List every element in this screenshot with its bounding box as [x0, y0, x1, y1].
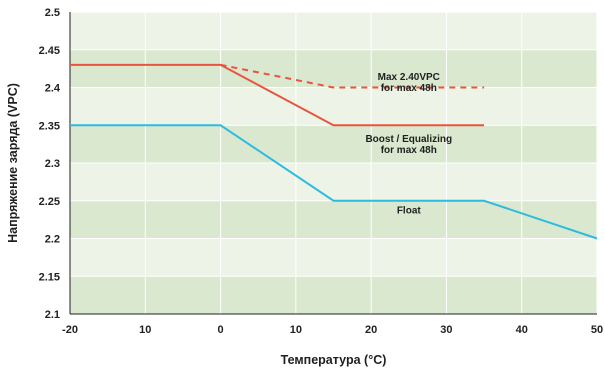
annotation-line: Max 2.40VPC [378, 72, 440, 83]
y-tick-label: 2.2 [45, 234, 60, 246]
data-series [70, 63, 598, 240]
plot-band [70, 200, 597, 239]
y-tick-label: 2.25 [39, 196, 60, 208]
float-annotation: Float [397, 206, 422, 217]
x-tick-label: 30 [440, 324, 452, 336]
plot-background-bands [70, 12, 597, 314]
max-annotation: Max 2.40VPC for max 48h [378, 72, 440, 94]
x-tick-label: 40 [516, 324, 528, 336]
x-tick-label: 0 [218, 324, 224, 336]
plot-band [70, 87, 597, 126]
float-series-line [70, 124, 598, 240]
plot-band [70, 163, 597, 201]
y-tick-label: 2.5 [45, 7, 60, 19]
y-tick-label: 2.35 [39, 120, 60, 132]
y-tick-label: 2.3 [45, 158, 60, 170]
plot-band [70, 12, 597, 50]
annotation-line: for max 48h [381, 145, 437, 156]
boost-series-line [70, 63, 485, 127]
x-tick-label: -20 [62, 324, 78, 336]
x-tick-label: 10 [290, 324, 302, 336]
annotation-line: Float [397, 206, 422, 217]
axes: 2.1 2.15 2.2 2.25 2.3 2.35 2.4 2.45 2.5 -20 10 0 10 2… [39, 7, 604, 336]
y-tick-label: 2.1 [45, 309, 60, 321]
annotation-line: Boost / Equalizing [365, 134, 452, 145]
plot-band [70, 49, 597, 88]
plot-band [70, 276, 597, 314]
max-series-line [220, 63, 485, 89]
y-tick-label: 2.15 [39, 271, 60, 283]
y-tick-label: 2.45 [39, 45, 60, 57]
y-axis-title: Напряжение заряда (VPC) [6, 83, 20, 243]
plot-band [70, 238, 597, 277]
y-tick-label: 2.4 [45, 83, 61, 95]
x-tick-label: 50 [591, 324, 603, 336]
plot-band [70, 125, 597, 163]
x-axis-title: Температура (°C) [281, 353, 387, 367]
x-tick-label: 20 [365, 324, 377, 336]
x-tick-label: 10 [139, 324, 151, 336]
boost-annotation: Boost / Equalizing for max 48h [365, 134, 452, 156]
annotation-line: for max 48h [381, 83, 437, 94]
